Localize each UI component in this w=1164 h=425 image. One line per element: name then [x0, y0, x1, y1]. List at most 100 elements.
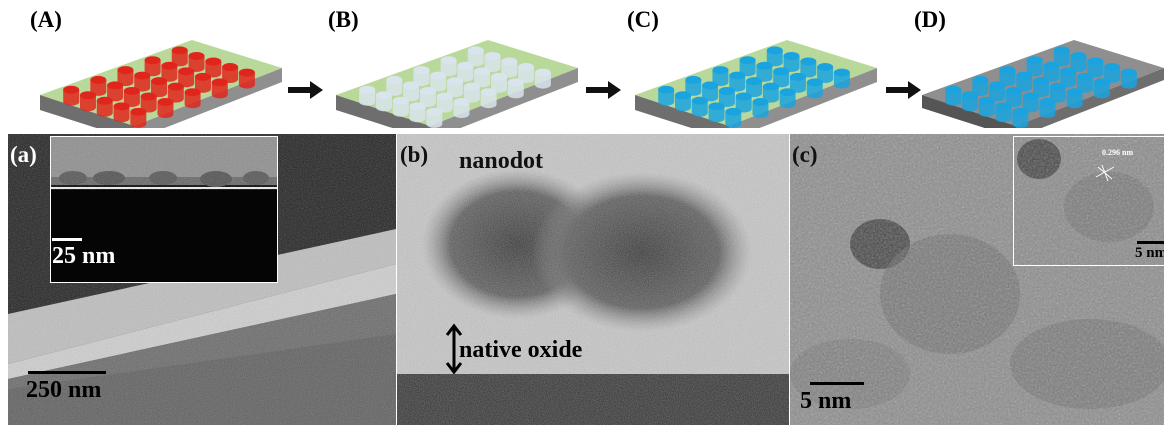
label-D: (D)	[914, 7, 946, 32]
dot-array-red	[63, 46, 255, 128]
inset-scale-bar	[1137, 241, 1164, 244]
pillar-body	[90, 79, 107, 96]
pillar-body	[756, 65, 773, 82]
pillar-body	[725, 111, 742, 128]
pillar-top	[107, 81, 124, 90]
pillar-top	[359, 85, 376, 94]
pillar-body	[1005, 90, 1022, 107]
arrow-right-icon	[886, 81, 921, 99]
pillar-body	[490, 76, 507, 93]
pillar-top	[789, 72, 806, 81]
pillar-body	[972, 79, 989, 96]
pillar-top	[1087, 57, 1104, 66]
pillar-top	[375, 91, 392, 100]
pillar-top	[945, 85, 962, 94]
lattice-spacing-label: 0.296 nm	[1102, 148, 1134, 157]
inset-scale-bar	[52, 238, 82, 241]
schematic-A-drawing	[40, 40, 282, 140]
pillar-body	[463, 86, 480, 103]
pillar-body	[430, 75, 447, 92]
pillar-top	[1060, 67, 1077, 76]
schematic-D-drawing	[922, 40, 1164, 138]
pillar-body	[140, 96, 157, 113]
pillar-top	[658, 85, 675, 94]
pillar-body	[211, 82, 228, 99]
pillar-body	[392, 100, 409, 117]
pillar-top	[756, 61, 773, 70]
nanodot-label: nanodot	[459, 148, 544, 174]
pillar-top	[140, 92, 157, 101]
pillar-top	[151, 77, 168, 86]
pillar-body	[386, 79, 403, 96]
pillar-body	[718, 90, 735, 107]
pillar-top	[1016, 71, 1033, 80]
pillar-top	[1066, 88, 1083, 97]
pillar-top	[194, 72, 211, 81]
pillar-body	[188, 55, 205, 72]
pillar-body	[79, 95, 96, 112]
pillar-body	[762, 86, 779, 103]
pillar-body	[989, 85, 1006, 102]
pillar-top	[1070, 51, 1087, 60]
micrograph-a-inset	[50, 136, 278, 283]
pillar-body	[184, 92, 201, 109]
pillar-top	[978, 96, 995, 105]
pillar-body	[178, 71, 195, 88]
pillar-top	[467, 46, 484, 55]
pillar-body	[501, 61, 518, 78]
pillar-top	[1022, 92, 1039, 101]
pillar-top	[989, 81, 1006, 90]
pillar-top	[453, 98, 470, 107]
pillar-body	[453, 102, 470, 119]
schematic-C-drawing	[635, 40, 877, 140]
pillar-top	[484, 51, 501, 60]
pillar-top	[113, 102, 130, 111]
pillar-top	[440, 56, 457, 65]
micrograph-b: nanodot native oxide	[397, 134, 789, 425]
pillar-top	[1043, 61, 1060, 70]
pillar-body	[467, 50, 484, 67]
micrograph-b-image	[397, 134, 789, 425]
pillar-top	[1104, 63, 1121, 72]
inset-scale-label: 5 nm	[1135, 245, 1164, 261]
label-C: (C)	[627, 7, 659, 32]
pillar-body	[833, 72, 850, 89]
pillar-top	[392, 96, 409, 105]
pillar-top	[762, 82, 779, 91]
pillar-top	[436, 92, 453, 101]
pillar-top	[739, 56, 756, 65]
pillar-top	[79, 91, 96, 100]
pillar-top	[413, 66, 430, 75]
pillar-body	[1022, 96, 1039, 113]
pillar-top	[691, 96, 708, 105]
pillar-body	[447, 81, 464, 98]
pillar-body	[1076, 76, 1093, 93]
label-c: (c)	[792, 142, 818, 167]
substrate-side-left	[922, 95, 1016, 138]
pillar-body	[151, 81, 168, 98]
micrograph-a: 25 nm 250 nm	[8, 134, 396, 425]
pillar-top	[735, 92, 752, 101]
pillar-body	[534, 72, 551, 89]
pillar-body	[1053, 50, 1070, 67]
pillar-top	[766, 46, 783, 55]
pillar-top	[1053, 46, 1070, 55]
pillar-body	[134, 75, 151, 92]
pillar-body	[419, 90, 436, 107]
pillar-top	[409, 102, 426, 111]
pillar-body	[474, 71, 491, 88]
main-scale-bar	[810, 382, 864, 385]
pillar-body	[1012, 111, 1029, 128]
pillar-top	[117, 66, 134, 75]
pillar-body	[1033, 81, 1050, 98]
pillar-top	[725, 107, 742, 116]
dot-array-blue	[658, 46, 850, 128]
pillar-top	[386, 75, 403, 84]
pillar-body	[413, 70, 430, 87]
pillar-body	[1060, 71, 1077, 88]
pillar-body	[63, 89, 80, 106]
pillar-body	[691, 100, 708, 117]
label-a: (a)	[10, 142, 37, 167]
pillar-top	[708, 102, 725, 111]
pillar-body	[107, 85, 124, 102]
